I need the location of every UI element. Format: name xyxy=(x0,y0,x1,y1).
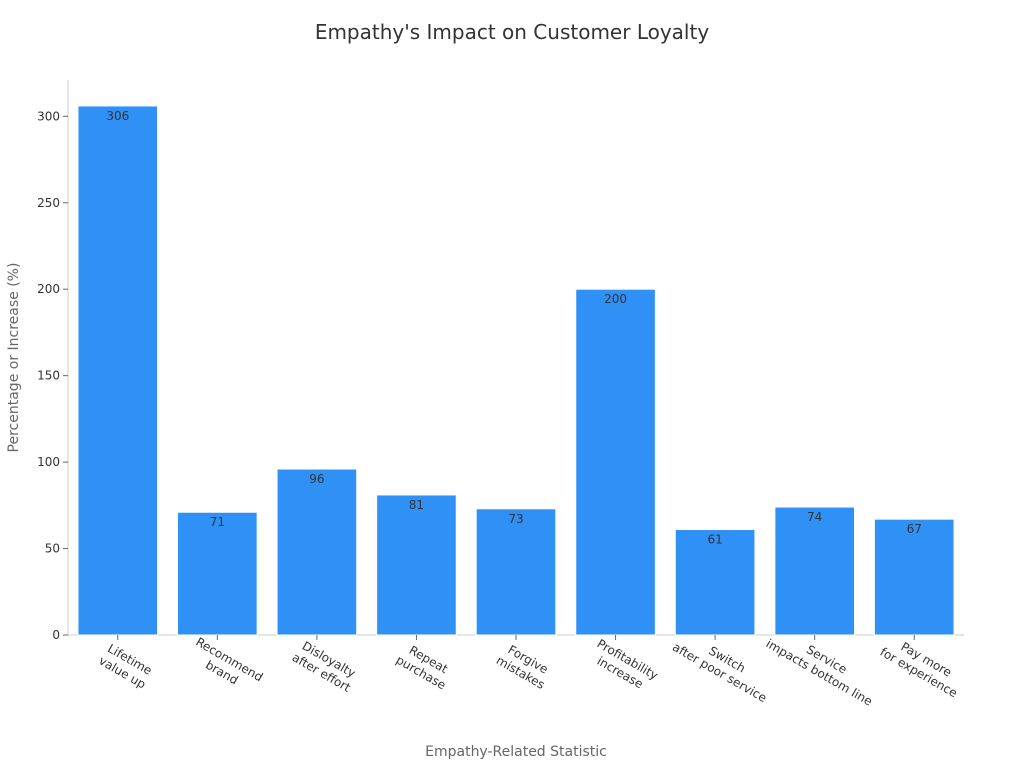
y-tick-label: 200 xyxy=(37,282,60,296)
data-label: 67 xyxy=(907,522,922,536)
data-label: 71 xyxy=(210,515,225,529)
x-tick-label: Profitabilityincrease xyxy=(587,636,660,695)
data-label: 81 xyxy=(409,498,424,512)
x-tick-label: Serviceimpacts bottom line xyxy=(764,623,883,708)
bar xyxy=(77,105,159,636)
data-label: 61 xyxy=(707,533,722,547)
y-tick-label: 300 xyxy=(37,109,60,123)
x-tick-label: Pay morefor experience xyxy=(878,632,968,701)
y-tick-label: 50 xyxy=(45,542,60,556)
bar xyxy=(575,288,656,636)
x-tick-label: Lifetimevalue up xyxy=(96,641,155,692)
y-tick-label: 250 xyxy=(37,196,60,210)
x-axis-title: Empathy-Related Statistic xyxy=(425,744,607,760)
bar xyxy=(873,518,955,636)
data-label: 96 xyxy=(309,472,324,486)
chart-title: Empathy's Impact on Customer Loyalty xyxy=(314,20,710,44)
bar xyxy=(177,511,258,636)
bar xyxy=(276,468,358,636)
x-tick-label: Switchafter poor service xyxy=(670,627,777,705)
x-tick-label: Disloyaltyafter effort xyxy=(290,637,361,695)
data-label: 306 xyxy=(106,109,129,123)
bar xyxy=(475,508,557,636)
x-tick-label: Repeatpurchase xyxy=(394,640,456,693)
data-label: 73 xyxy=(508,512,523,526)
x-tick-label: Recommendbrand xyxy=(186,635,266,698)
bar xyxy=(674,529,756,636)
data-label: 200 xyxy=(604,292,627,306)
data-label: 74 xyxy=(807,510,822,524)
y-axis-title: Percentage or Increase (%) xyxy=(6,263,22,453)
y-tick-label: 150 xyxy=(37,369,60,383)
y-tick-label: 100 xyxy=(37,455,60,469)
bar xyxy=(376,494,457,636)
bar xyxy=(774,506,855,636)
y-tick-label: 0 xyxy=(52,628,60,642)
x-tick-label: Forgivemistakes xyxy=(494,640,555,692)
